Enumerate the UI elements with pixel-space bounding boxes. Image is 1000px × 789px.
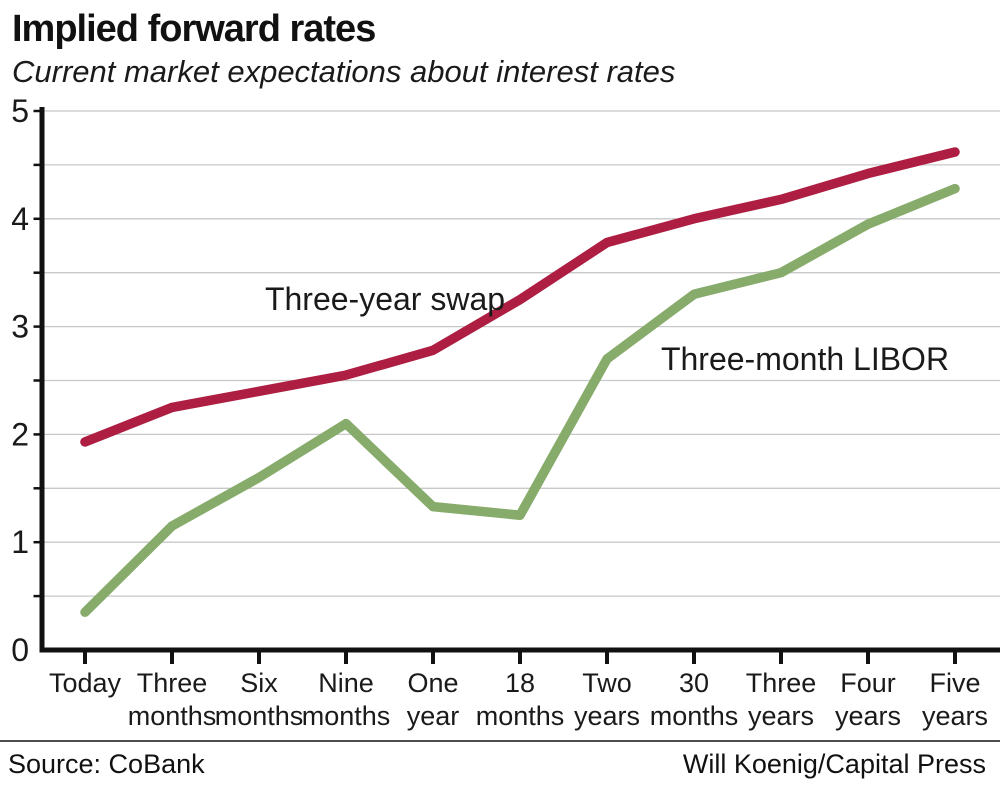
x-axis-label: months bbox=[476, 701, 565, 731]
x-axis-label: Today bbox=[49, 668, 122, 698]
y-axis-label: 3 bbox=[11, 309, 29, 345]
x-axis-label: 30 bbox=[679, 668, 709, 698]
y-axis-label: 1 bbox=[11, 524, 29, 560]
chart-header: Implied forward rates Current market exp… bbox=[0, 0, 1000, 95]
x-axis-label: Nine bbox=[318, 668, 374, 698]
series-label-three-month-libor: Three-month LIBOR bbox=[661, 341, 949, 377]
chart-subtitle: Current market expectations about intere… bbox=[12, 53, 676, 89]
x-axis-label: years bbox=[835, 701, 901, 731]
x-axis-label: Six bbox=[240, 668, 278, 698]
x-axis-label: 18 bbox=[505, 668, 535, 698]
x-axis-label: months bbox=[650, 701, 739, 731]
x-axis-label: years bbox=[922, 701, 988, 731]
x-axis-label: Four bbox=[840, 668, 896, 698]
y-axis-label: 2 bbox=[11, 416, 29, 452]
x-axis-label: Three bbox=[137, 668, 208, 698]
x-axis-label: Two bbox=[582, 668, 632, 698]
x-axis-label: Five bbox=[929, 668, 980, 698]
source-credit: Source: CoBank bbox=[8, 749, 205, 779]
x-axis-label: years bbox=[574, 701, 640, 731]
series-label-three-year-swap: Three-year swap bbox=[265, 281, 505, 317]
x-axis-label: years bbox=[748, 701, 814, 731]
y-axis-label: 4 bbox=[11, 201, 29, 237]
series-line-three-month-libor bbox=[80, 183, 960, 618]
x-axis-label: Three bbox=[746, 668, 817, 698]
series-line-three-year-swap bbox=[80, 147, 960, 447]
x-axis-label: One bbox=[407, 668, 458, 698]
y-axis-label: 0 bbox=[11, 632, 29, 668]
author-credit: Will Koenig/Capital Press bbox=[682, 749, 986, 779]
x-axis-label: months bbox=[128, 701, 217, 731]
y-axis-label: 5 bbox=[11, 95, 29, 129]
chart-title: Implied forward rates bbox=[12, 8, 376, 50]
chart-footer: Source: CoBank Will Koenig/Capital Press bbox=[0, 740, 1000, 789]
x-axis-label: months bbox=[215, 701, 304, 731]
x-axis-label: year bbox=[407, 701, 460, 731]
x-axis-label: months bbox=[302, 701, 391, 731]
